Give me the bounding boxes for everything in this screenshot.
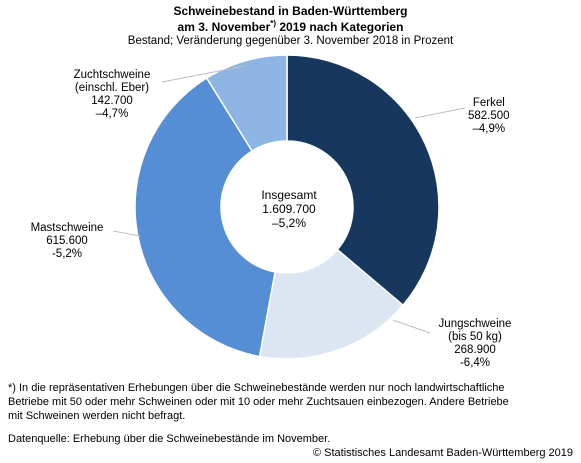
label-ferkel-value: 582.500: [468, 110, 510, 122]
slice-ferkel: [286, 54, 440, 307]
label-jungschweine-change: -6,4%: [459, 357, 491, 369]
label-mastschweine-change: -5,2%: [51, 248, 83, 260]
label-jungschweine-name2: (bis 50 kg): [448, 331, 502, 343]
leader-jungschweine: [392, 319, 431, 334]
label-ferkel-change: –4,9%: [472, 123, 506, 135]
label-zuchtschweine-value: 142.700: [91, 95, 133, 107]
footnote-line2: Betriebe mit 50 oder mehr Schweinen oder…: [8, 396, 509, 408]
label-mastschweine-name: Mastschweine: [30, 222, 104, 234]
leader-mastschweine: [112, 230, 141, 237]
center-total: Insgesamt 1.609.700 –5,2%: [229, 188, 349, 230]
title-line2-a: am 3. November: [177, 20, 271, 34]
center-value: 1.609.700: [262, 202, 316, 216]
label-ferkel-name: Ferkel: [472, 97, 505, 109]
chart-title-line1: Schweinebestand in Baden-Württemberg: [173, 4, 408, 18]
copyright: © Statistisches Landesamt Baden-Württemb…: [312, 447, 573, 459]
label-mastschweine: Mastschweine 615.600 -5,2%: [20, 222, 114, 261]
leader-zuchtschweine: [161, 65, 246, 83]
footnote-line1: *) In die repräsentativen Erhebungen übe…: [8, 382, 505, 394]
label-ferkel: Ferkel 582.500 –4,9%: [468, 97, 510, 136]
label-jungschweine-value: 268.900: [454, 344, 496, 356]
source-note: Datenquelle: Erhebung über die Schweineb…: [8, 433, 331, 445]
label-zuchtschweine-change: –4,7%: [95, 108, 129, 120]
label-mastschweine-value: 615.600: [46, 235, 88, 247]
title-footnote-mark: *): [270, 19, 277, 28]
chart-subtitle: Bestand; Veränderung gegenüber 3. Novemb…: [127, 35, 454, 47]
center-change: –5,2%: [271, 216, 307, 230]
leader-ferkel: [414, 107, 466, 119]
slice-mastschweine: [134, 76, 276, 358]
title-line2-b: 2019 nach Kategorien: [276, 20, 404, 34]
label-jungschweine-name: Jungschweine: [438, 318, 512, 330]
label-zuchtschweine-name2: (einschl. Eber): [74, 82, 150, 94]
center-label: Insgesamt: [261, 188, 317, 202]
label-zuchtschweine: Zuchtschweine (einschl. Eber) 142.700 –4…: [62, 69, 162, 121]
slice-jungschweine: [258, 248, 405, 360]
footnote-line3: mit Schweinen werden nicht befragt.: [8, 410, 186, 422]
slice-zuchtschweine: [205, 54, 288, 153]
chart-title-line2: am 3. November*) 2019 nach Kategorien: [0, 19, 581, 34]
label-zuchtschweine-name: Zuchtschweine: [73, 69, 151, 81]
label-jungschweine: Jungschweine (bis 50 kg) 268.900 -6,4%: [430, 318, 520, 370]
